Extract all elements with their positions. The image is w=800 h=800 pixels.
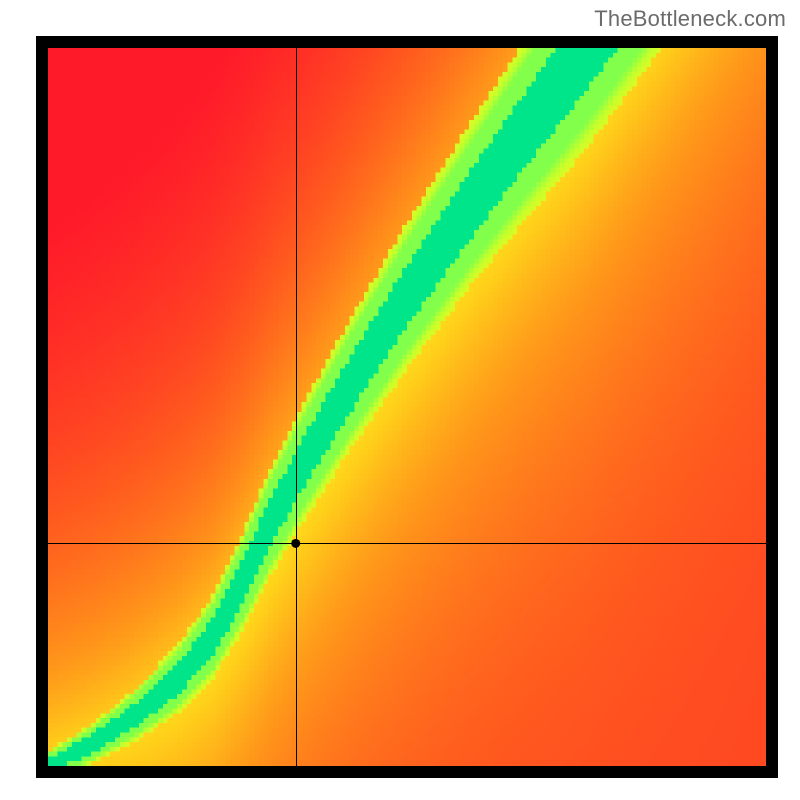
overlay-canvas [48, 48, 766, 766]
watermark-text: TheBottleneck.com [594, 6, 786, 32]
plot-area [48, 48, 766, 766]
